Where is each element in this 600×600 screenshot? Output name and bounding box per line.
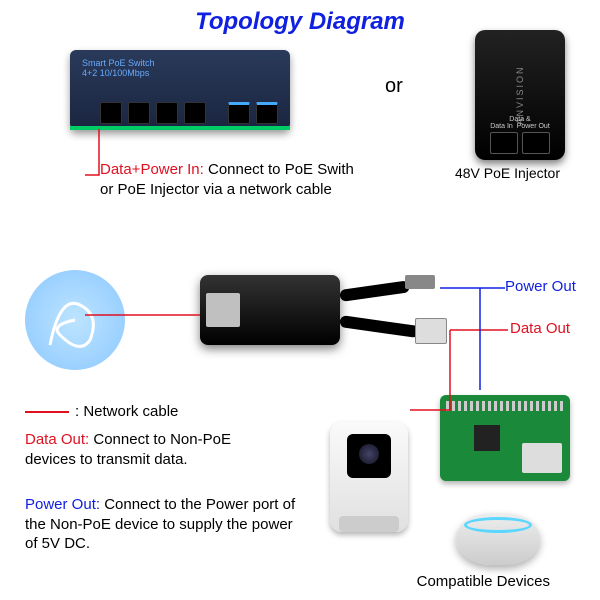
data-out-label: Data Out [510, 320, 570, 337]
legend-text: : Network cable [75, 403, 178, 420]
or-text: or [385, 75, 403, 98]
compatible-device-echo-dot [456, 513, 540, 565]
injector-ports-label: Data &Data In Power Out [475, 116, 565, 130]
switch-label: Smart PoE Switch4+2 10/100Mbps [82, 58, 155, 78]
poe-injector-device: ANVISION Data &Data In Power Out [475, 30, 565, 160]
compatible-devices-label: Compatible Devices [417, 573, 550, 590]
legend: : Network cable [25, 403, 178, 420]
compatible-device-camera [330, 422, 408, 532]
legend-line-icon [25, 411, 69, 413]
network-cable-icon [25, 270, 125, 370]
power-out-label: Power Out [505, 278, 576, 295]
switch-ports [100, 102, 278, 124]
poe-splitter-device [200, 260, 460, 360]
poe-switch-device: Smart PoE Switch4+2 10/100Mbps [70, 50, 290, 130]
desc-data-out: Data Out: Connect to Non-PoE devices to … [25, 430, 285, 469]
compatible-device-raspberry-pi [440, 395, 570, 481]
injector-caption: 48V PoE Injector [455, 165, 560, 181]
desc1-highlight: Data+Power In: [100, 161, 204, 178]
desc2-highlight: Data Out: [25, 431, 89, 448]
desc-power-out: Power Out: Connect to the Power port of … [25, 495, 305, 554]
desc3-highlight: Power Out: [25, 496, 100, 513]
desc-data-power-in: Data+Power In: Connect to PoE Swith or P… [100, 160, 370, 199]
